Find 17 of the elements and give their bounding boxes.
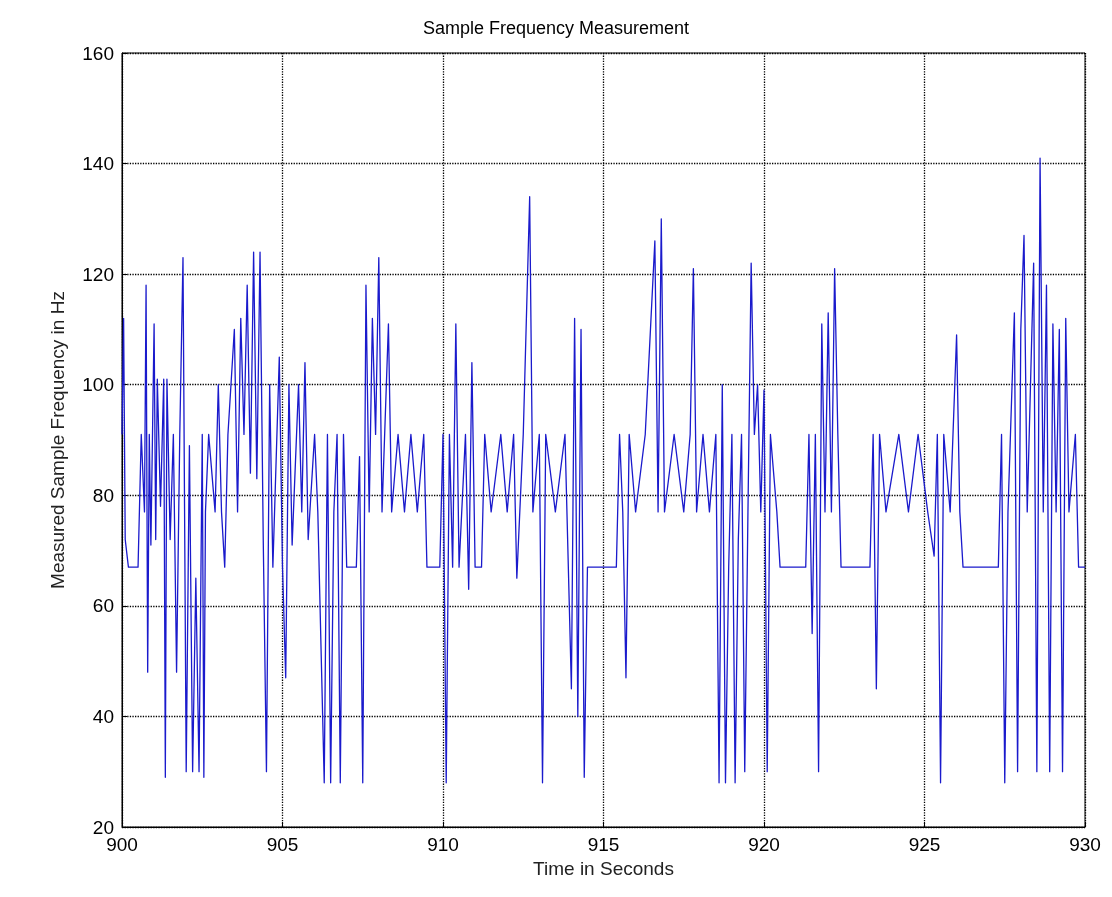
y-tick-label: 160 bbox=[82, 42, 114, 64]
y-tick-label: 140 bbox=[82, 153, 114, 175]
y-tick-label: 40 bbox=[92, 705, 114, 727]
x-tick-label: 905 bbox=[266, 834, 299, 855]
chart-title: Sample Frequency Measurement bbox=[422, 18, 690, 38]
y-tick-label: 120 bbox=[82, 263, 114, 285]
x-tick-label: 915 bbox=[587, 834, 620, 855]
x-tick-label: 910 bbox=[427, 834, 459, 855]
y-tick-label: 100 bbox=[82, 374, 114, 396]
x-tick-label: 920 bbox=[748, 834, 780, 855]
y-tick-label: 80 bbox=[92, 484, 114, 506]
y-tick-label: 60 bbox=[92, 595, 114, 617]
x-tick-label: 930 bbox=[1069, 834, 1101, 855]
line-series bbox=[121, 157, 1086, 784]
x-tick-label: 925 bbox=[908, 834, 941, 855]
y-axis-title: Measured Sample Frequency in Hz bbox=[47, 291, 68, 589]
x-axis-title: Time in Seconds bbox=[533, 857, 674, 879]
